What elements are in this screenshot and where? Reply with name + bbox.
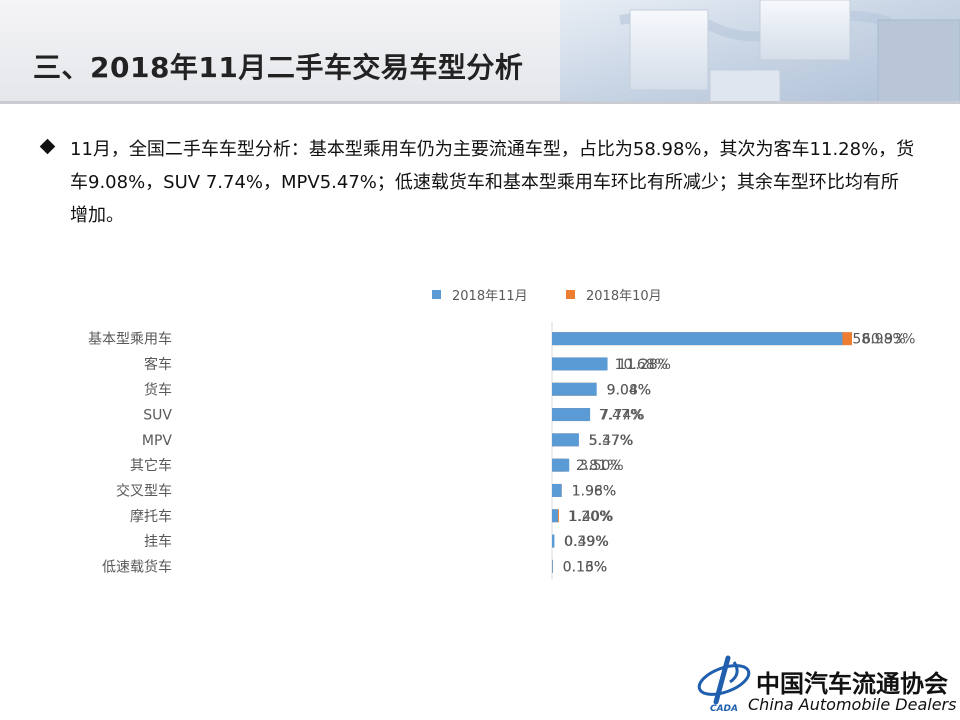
category-label: SUV <box>143 408 172 424</box>
logo-text: CADA <box>710 704 738 714</box>
category-label: 基本型乘用车 <box>88 331 172 348</box>
bar-2018-11 <box>552 458 570 472</box>
legend-label-0: 2018年11月 <box>452 289 528 304</box>
data-label-2018-10: 0.16% <box>563 559 607 575</box>
bar-2018-11 <box>552 408 591 422</box>
bar-2018-11 <box>552 382 597 396</box>
data-label-2018-11: 58.98% <box>852 332 905 348</box>
category-label: 其它车 <box>130 457 172 474</box>
data-label-2018-11: 1.20% <box>568 509 612 525</box>
data-label-2018-11: 5.47% <box>589 433 633 449</box>
data-label-2018-11: 0.13% <box>563 559 607 575</box>
category-label: 交叉型车 <box>116 482 172 499</box>
data-label-2018-10: 10.68% <box>615 357 668 373</box>
data-label-2018-11: 0.49% <box>564 534 608 550</box>
summary-text: 11月，全国二手车车型分析：基本型乘用车仍为主要流通车型，占比为58.98%，其… <box>70 139 915 226</box>
data-label-2018-10: 7.47% <box>599 408 643 424</box>
category-label: 挂车 <box>144 533 172 550</box>
data-label-2018-10: 5.37% <box>588 433 632 449</box>
legend-swatch-1 <box>566 290 575 299</box>
category-label: 货车 <box>144 381 172 398</box>
header-banner <box>0 0 960 104</box>
cada-logo: CADA <box>697 655 751 714</box>
org-name-english: China Automobile Dealers <box>748 695 957 714</box>
bar-2018-11 <box>552 332 843 346</box>
data-label-2018-10: 9.04% <box>607 382 651 398</box>
category-label: 低速载货车 <box>102 558 172 575</box>
diamond-bullet-icon <box>39 138 56 155</box>
legend-swatch-0 <box>432 290 441 299</box>
data-label-2018-10: 0.39% <box>564 534 608 550</box>
bar-2018-11 <box>552 357 608 371</box>
bar-2018-11 <box>552 483 562 497</box>
org-name-chinese: 中国汽车流通协会 <box>756 670 948 698</box>
category-label: 客车 <box>144 356 172 373</box>
data-label-2018-10: 1.98% <box>572 483 616 499</box>
bar-2018-11 <box>552 559 553 573</box>
category-label: MPV <box>142 433 173 449</box>
category-label: 摩托车 <box>130 508 172 525</box>
bar-2018-11 <box>552 534 555 548</box>
data-label-2018-10: 2.81% <box>576 458 620 474</box>
legend-label-1: 2018年10月 <box>586 289 662 304</box>
decorative-cubes-image <box>560 0 960 104</box>
data-label-2018-11: 3.50% <box>579 458 623 474</box>
data-label-2018-10: 1.40% <box>569 509 613 525</box>
slide-title: 三、2018年11月二手车交易车型分析 <box>33 51 524 84</box>
data-label-2018-11: 1.96% <box>572 483 616 499</box>
data-label-2018-11: 7.74% <box>600 408 644 424</box>
header-rule <box>0 101 960 104</box>
bar-2018-11 <box>552 433 579 447</box>
data-label-2018-11: 9.08% <box>607 382 651 398</box>
data-label-2018-11: 11.28% <box>618 357 671 373</box>
bar-2018-11 <box>552 509 558 523</box>
data-label-2018-10: 60.93% <box>862 332 915 348</box>
